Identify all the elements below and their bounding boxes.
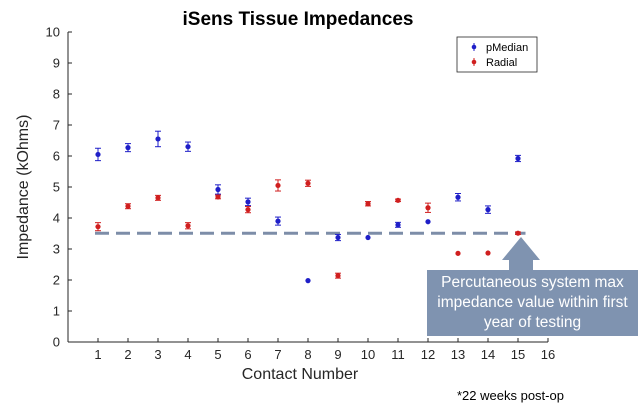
- x-tick-label: 10: [361, 347, 375, 362]
- data-point-radial: [95, 224, 101, 230]
- y-tick-label: 6: [53, 149, 60, 164]
- data-point-radial: [185, 223, 191, 229]
- x-tick-label: 4: [184, 347, 191, 362]
- data-point-radial: [485, 250, 491, 256]
- data-point-pmedian: [125, 145, 131, 151]
- footnote: *22 weeks post-op: [457, 388, 564, 403]
- y-tick-label: 4: [53, 211, 60, 226]
- x-tick-label: 8: [304, 347, 311, 362]
- x-tick-label: 9: [334, 347, 341, 362]
- data-point-radial: [245, 207, 251, 213]
- x-tick-label: 5: [214, 347, 221, 362]
- x-tick-label: 2: [124, 347, 131, 362]
- data-point-pmedian: [365, 234, 371, 241]
- data-point-pmedian: [155, 136, 161, 142]
- legend-box: [456, 36, 538, 73]
- y-tick-label: 10: [46, 25, 60, 40]
- data-point-pmedian: [425, 219, 431, 225]
- legend: pMedian Radial: [456, 36, 538, 73]
- legend-marker: [471, 59, 477, 65]
- x-tick-label: 16: [541, 347, 555, 362]
- data-point-pmedian: [185, 144, 191, 150]
- data-point-pmedian: [395, 222, 401, 228]
- data-point-radial: [305, 180, 311, 186]
- y-tick-label: 7: [53, 118, 60, 133]
- data-point-pmedian: [95, 151, 101, 158]
- y-tick-label: 0: [53, 335, 60, 350]
- x-tick-label: 15: [511, 347, 525, 362]
- data-point-pmedian: [455, 194, 461, 200]
- y-tick-label: 5: [53, 180, 60, 195]
- data-point-pmedian: [215, 186, 221, 193]
- data-point-radial: [515, 230, 521, 236]
- annotation-callout: Percutaneous system max impedance value …: [427, 270, 638, 336]
- data-point-radial: [275, 182, 281, 189]
- data-point-radial: [455, 250, 461, 256]
- legend-marker: [471, 44, 477, 50]
- data-point-pmedian: [485, 207, 491, 213]
- y-tick-label: 1: [53, 304, 60, 319]
- data-point-pmedian: [245, 199, 251, 205]
- y-tick-label: 2: [53, 273, 60, 288]
- data-point-pmedian: [305, 278, 311, 284]
- data-point-pmedian: [515, 155, 521, 162]
- x-tick-label: 13: [451, 347, 465, 362]
- chart-title: iSens Tissue Impedances: [183, 9, 414, 30]
- data-point-pmedian: [335, 234, 341, 241]
- x-tick-label: 11: [391, 347, 405, 362]
- y-tick-label: 8: [53, 87, 60, 102]
- data-point-radial: [335, 273, 341, 279]
- x-tick-label: 3: [154, 347, 161, 362]
- data-point-radial: [215, 194, 221, 200]
- x-tick-label: 6: [244, 347, 251, 362]
- y-tick-label: 3: [53, 242, 60, 257]
- data-point-radial: [395, 197, 401, 203]
- x-tick-label: 12: [421, 347, 435, 362]
- x-tick-label: 1: [94, 347, 101, 362]
- data-point-radial: [425, 205, 431, 211]
- data-point-radial: [155, 195, 161, 201]
- legend-label: pMedian: [486, 42, 528, 54]
- x-tick-label: 7: [274, 347, 281, 362]
- x-tick-label: 14: [481, 347, 495, 362]
- data-point-radial: [365, 201, 371, 207]
- data-point-pmedian: [275, 218, 281, 224]
- y-axis-label: Impedance (kOhms): [15, 115, 32, 260]
- callout-arrow: [502, 237, 540, 272]
- legend-label: Radial: [486, 57, 517, 69]
- data-point-radial: [125, 203, 131, 209]
- y-tick-label: 9: [53, 56, 60, 71]
- x-axis-label: Contact Number: [242, 366, 359, 383]
